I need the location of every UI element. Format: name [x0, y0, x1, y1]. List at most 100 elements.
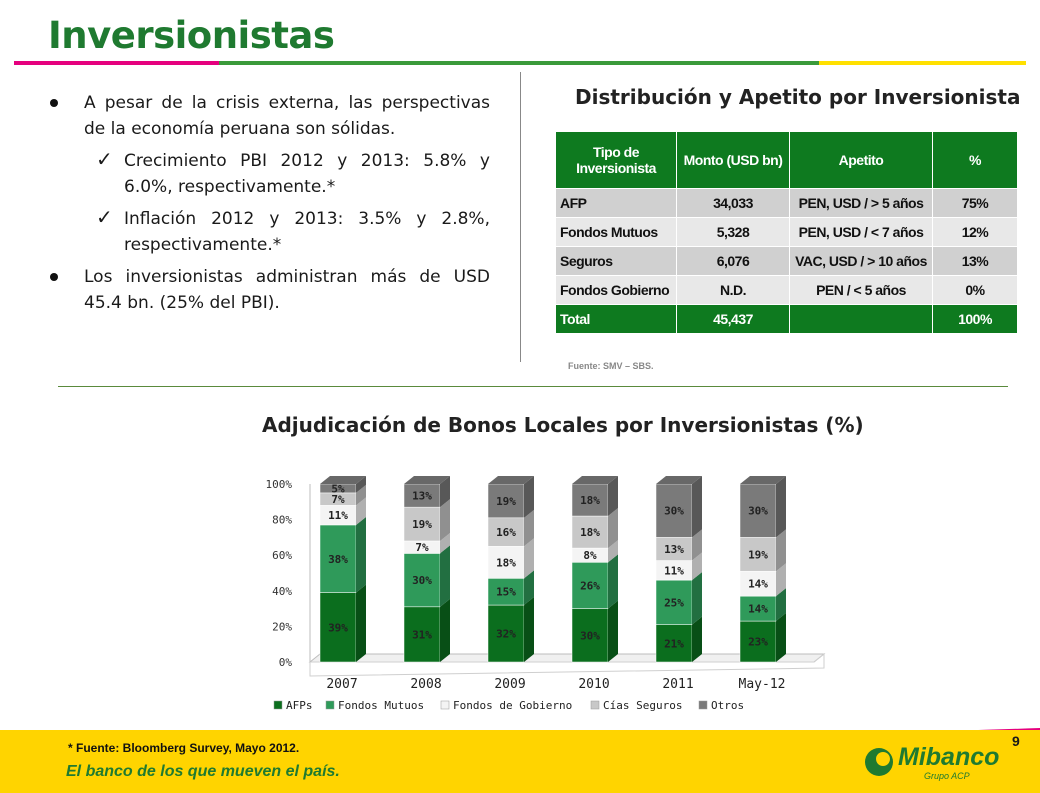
x-tick-label: May-12 [739, 677, 786, 692]
bar-segment [739, 620, 777, 663]
data-label: 18% [496, 556, 516, 569]
table-row: Fondos Gobierno N.D. PEN / < 5 años 0% [555, 275, 1018, 305]
bar-segment-side [440, 476, 450, 508]
header-cell: % [932, 131, 1018, 189]
data-label: 32% [496, 628, 516, 641]
y-tick-label: 80% [272, 514, 292, 527]
bar-segment-side [356, 476, 366, 493]
header-cell: Apetito [789, 131, 933, 189]
data-label: 31% [412, 628, 432, 641]
table-cell: VAC, USD / > 10 años [789, 246, 933, 276]
data-label: 30% [580, 629, 600, 642]
logo-name: Mibanco [898, 743, 1000, 771]
investor-table: Tipo de Inversionista Monto (USD bn) Ape… [555, 131, 1018, 334]
bar-segment [739, 595, 777, 622]
bar-segment-side [524, 509, 534, 547]
table-source: Fuente: SMV – SBS. [568, 361, 654, 371]
bar-segment-side [524, 538, 534, 579]
bar-segment [403, 553, 441, 608]
data-label: 23% [748, 636, 768, 649]
x-tick-label: 2007 [326, 677, 357, 692]
table-cell: Seguros [555, 246, 677, 276]
data-label: 15% [496, 586, 516, 599]
data-label: 30% [412, 574, 432, 587]
bar-segment [739, 537, 777, 572]
data-label: 11% [664, 564, 684, 577]
bar-segment [571, 562, 609, 609]
bar-segment [655, 483, 693, 538]
checkmark-icon: ✓ [96, 205, 113, 229]
bar-segment [487, 483, 525, 519]
bullet-item: A pesar de la crisis externa, las perspe… [50, 90, 490, 142]
stacked-bar-chart: 0%20%40%60%80%100%39%38%11%7%5%200731%30… [266, 476, 826, 712]
table-cell: 34,033 [676, 188, 790, 218]
bar-segment-side [524, 570, 534, 606]
bar-segment-side [692, 616, 702, 662]
data-label: 19% [412, 518, 432, 531]
bar-top-face [572, 476, 618, 484]
bar-segment-side [440, 545, 450, 607]
bar-segment [403, 606, 441, 663]
bar-segment-side [524, 476, 534, 518]
bar-segment [655, 624, 693, 663]
mibanco-logo: Mibanco Grupo ACP [862, 743, 1012, 783]
legend-label: Otros [711, 699, 744, 712]
y-tick-label: 0% [279, 656, 293, 669]
legend-swatch [590, 700, 600, 710]
bar-segment-side [356, 516, 366, 593]
bar-segment-side [776, 476, 786, 538]
bar-segment [403, 506, 441, 542]
table-cell: 13% [932, 246, 1018, 276]
legend-swatch [273, 700, 283, 710]
data-label: 8% [583, 549, 597, 562]
table-title: Distribución y Apetito por Inversionista [575, 85, 1021, 109]
y-tick-label: 60% [272, 549, 292, 562]
legend-swatch [698, 700, 708, 710]
table-cell: N.D. [676, 275, 790, 305]
bar-top-face [320, 476, 366, 484]
table-cell: 100% [932, 304, 1018, 334]
y-tick-label: 20% [272, 620, 292, 633]
bar-segment [487, 604, 525, 663]
bullet-dot-icon [50, 99, 58, 107]
checkmark-icon: ✓ [96, 147, 113, 171]
y-tick-label: 100% [266, 478, 293, 491]
bar-segment-side [440, 598, 450, 662]
bar-top-face [404, 476, 450, 484]
data-label: 14% [748, 603, 768, 616]
bar-segment [571, 608, 609, 663]
chart-base [309, 652, 825, 677]
bar-segment [571, 483, 609, 517]
bullet-item: Los inversionistas administran más de US… [50, 264, 490, 316]
footer-slogan: El banco de los que mueven el país. [66, 763, 340, 780]
bar-top-face [488, 476, 534, 484]
sub-bullet-item: ✓ Inflación 2012 y 2013: 3.5% y 2.8%, res… [96, 205, 490, 255]
bar-segment [655, 579, 693, 625]
bar-top-face [656, 476, 702, 484]
data-label: 38% [328, 553, 348, 566]
bar-segment-side [692, 552, 702, 581]
legend-label: Fondos Mutuos [338, 699, 424, 712]
data-label: 30% [748, 505, 768, 518]
bar-segment-side [692, 476, 702, 538]
bar-segment [319, 592, 357, 663]
legend-label: AFPs [286, 699, 313, 712]
data-label: 5% [331, 482, 345, 495]
data-label: 18% [580, 494, 600, 507]
bar-top-face [740, 476, 786, 484]
table-row: AFP 34,033 PEN, USD / > 5 años 75% [555, 188, 1018, 218]
table-row: Seguros 6,076 VAC, USD / > 10 años 13% [555, 246, 1018, 276]
data-label: 21% [664, 637, 684, 650]
legend-label: Cías Seguros [603, 699, 682, 712]
chart-title: Adjudicación de Bonos Locales por Invers… [262, 413, 864, 437]
table-cell: 12% [932, 217, 1018, 247]
table-cell: PEN / < 5 años [789, 275, 933, 305]
data-label: 13% [412, 490, 432, 503]
bar-segment-side [776, 529, 786, 572]
sub-bullet-item: ✓ Crecimiento PBI 2012 y 2013: 5.8% y 6.0… [96, 147, 490, 197]
table-cell [789, 304, 933, 334]
legend-swatch [325, 700, 335, 710]
header-cell: Monto (USD bn) [676, 131, 790, 189]
table-cell: PEN, USD / > 5 años [789, 188, 933, 218]
data-label: 14% [748, 578, 768, 591]
